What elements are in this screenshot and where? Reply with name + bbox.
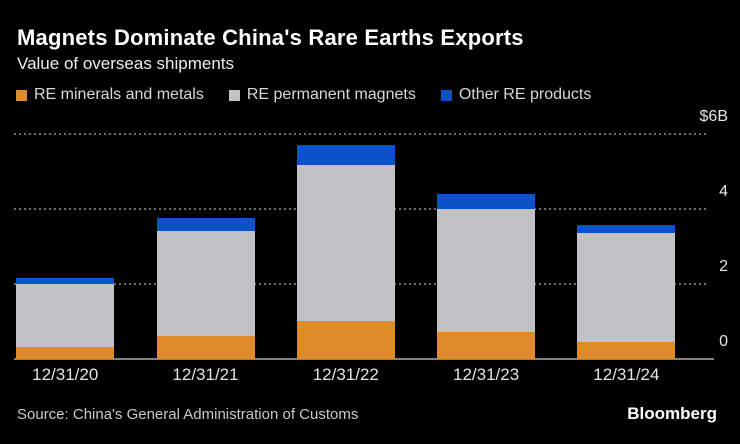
legend-item: Other RE products <box>440 86 592 104</box>
legend-swatch-icon <box>16 89 27 101</box>
legend-swatch-icon <box>228 89 240 101</box>
x-axis-line <box>14 357 714 360</box>
x-tick-label: 12/31/20 <box>32 365 99 384</box>
bar-segment <box>577 232 676 342</box>
bar-group <box>437 193 536 359</box>
legend-swatch-icon <box>440 89 452 101</box>
y-tick-label: 2 <box>719 257 728 275</box>
x-tick-label: 12/31/22 <box>312 365 379 384</box>
bar-segment <box>156 231 255 336</box>
x-tick-label: 12/31/24 <box>593 365 660 384</box>
x-tick-label: 12/31/21 <box>172 365 239 384</box>
legend-label: RE minerals and metals <box>34 86 204 103</box>
bar-group <box>296 144 395 359</box>
bar-segment <box>16 347 115 359</box>
bar-segment <box>16 277 115 284</box>
bar-group <box>156 217 255 359</box>
bar-group <box>16 277 115 359</box>
x-tick-label: 12/31/23 <box>453 365 520 384</box>
chart-title: Magnets Dominate China's Rare Earths Exp… <box>17 25 524 50</box>
bar-segment <box>156 336 255 359</box>
y-tick-label: $6B <box>699 107 728 125</box>
bar-segment <box>296 321 395 359</box>
source-text: Source: China's General Administration o… <box>17 406 359 423</box>
bar-segment <box>577 225 676 233</box>
y-tick-label: 4 <box>719 182 728 200</box>
bar-segment <box>156 217 255 231</box>
chart-subtitle: Value of overseas shipments <box>17 54 235 73</box>
bar-segment <box>577 341 676 359</box>
legend-label: RE permanent magnets <box>246 86 416 103</box>
bar-segment <box>296 144 395 166</box>
bar-segment <box>437 208 536 333</box>
legend-item: RE minerals and metals <box>16 86 204 104</box>
bloomberg-logo: Bloomberg <box>627 404 717 423</box>
bar-segment <box>16 283 115 348</box>
legend-item: RE permanent magnets <box>228 86 416 104</box>
bar-group <box>577 225 676 359</box>
legend: RE minerals and metals RE permanent magne… <box>16 86 591 104</box>
bar-segment <box>437 332 536 359</box>
legend-label: Other RE products <box>458 86 592 103</box>
bar-segment <box>296 165 395 321</box>
bar-segment <box>437 193 536 209</box>
gridline <box>14 132 708 135</box>
y-tick-label: 0 <box>719 332 728 350</box>
